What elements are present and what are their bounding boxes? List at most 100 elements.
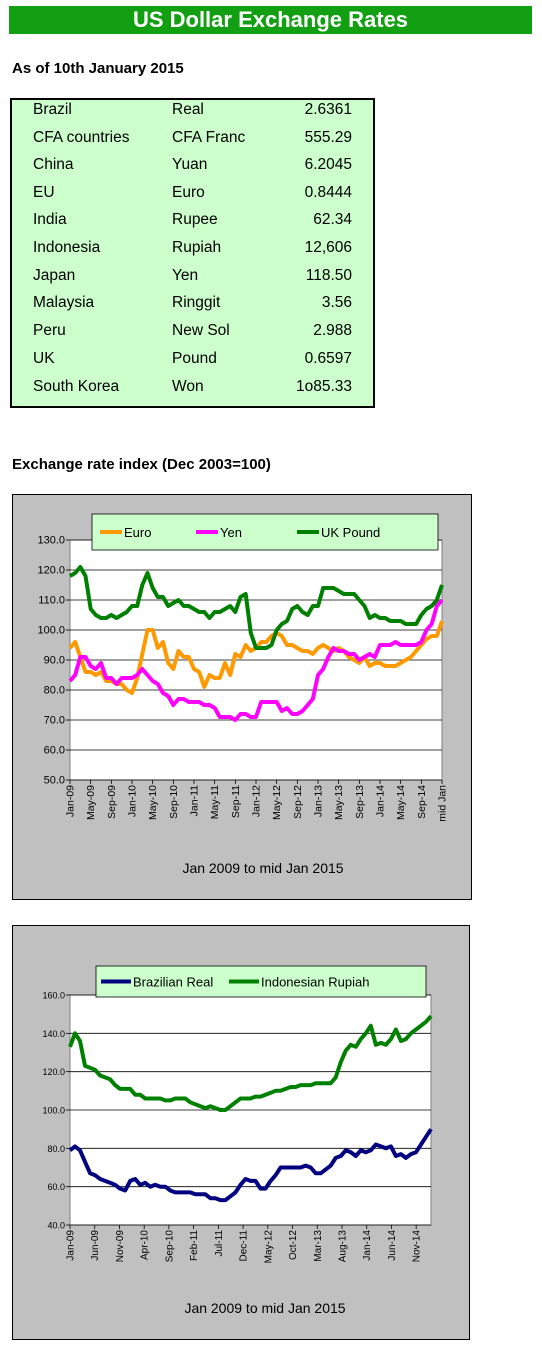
x-tick-label: Mar-13	[313, 1230, 324, 1262]
country-name: EU	[33, 184, 55, 201]
legend-label: Yen	[220, 525, 242, 540]
chart-panel-euro-yen-pound: 50.0 60.0 70.0 80.0 90.0 100.0 110.0 120.0 130.0…	[12, 494, 472, 900]
country-name: Japan	[33, 267, 76, 284]
x-tick-label: Jan-14	[375, 785, 387, 817]
y-tick-label: 140.0	[42, 1029, 65, 1039]
series-line-2	[69, 565, 444, 650]
x-tick-label: Jan-14	[362, 1230, 373, 1261]
x-tick-label: Sep-14	[416, 785, 428, 819]
currency-name: Rupiah	[172, 239, 222, 256]
x-tick-label: Sep-11	[230, 785, 242, 818]
chart-real-rupiah: 40.0 60.0 80.0 100.0 120.0 140.0 160.0 Jan-09 Ju…	[42, 965, 433, 1316]
y-tick-label: 120.0	[42, 1067, 65, 1077]
country-name: CFA countries	[33, 129, 130, 146]
rate-value: 118.50	[305, 267, 352, 284]
y-tick-label: 60.0	[47, 1182, 65, 1192]
rate-row: Malaysia Ringgit 3.56	[12, 294, 373, 321]
chart-panel-real-rupiah: 40.0 60.0 80.0 100.0 120.0 140.0 160.0 Jan-09 Ju…	[12, 925, 470, 1340]
legend-box	[95, 965, 427, 998]
rate-value: 6.2045	[304, 156, 352, 173]
y-tick-label: 50.0	[44, 775, 65, 787]
x-tick-label: Dec-11	[239, 1230, 250, 1262]
index-heading: Exchange rate index (Dec 2003=100)	[12, 456, 271, 473]
x-tick-label: Aug-13	[337, 1230, 348, 1263]
currency-name: Yen	[172, 267, 199, 284]
rate-value: 0.6597	[304, 350, 352, 367]
y-tick-label: 100.0	[37, 625, 65, 637]
rate-value: 3.56	[321, 294, 352, 311]
x-tick-label: Jan-11	[189, 785, 201, 816]
rate-row: South Korea Won 1o85.33	[12, 378, 373, 405]
x-tick-label: Jan-10	[127, 785, 139, 817]
chart-euro-yen-pound: 50.0 60.0 70.0 80.0 90.0 100.0 110.0 120.0 130.0…	[37, 513, 449, 876]
series-line-1	[68, 598, 444, 722]
x-tick-label: Apr-10	[140, 1230, 151, 1260]
x-tick-label: Jul-11	[214, 1230, 225, 1257]
series-line-1	[68, 1014, 433, 1112]
country-name: Malaysia	[33, 294, 95, 311]
currency-name: Pound	[172, 350, 217, 367]
rate-row: Indonesia Rupiah 12,606	[12, 239, 373, 266]
chart-caption: Jan 2009 to mid Jan 2015	[182, 860, 343, 876]
x-tick-label: May-14	[395, 785, 407, 820]
x-tick-label: May-11	[209, 785, 221, 819]
rate-row: Peru New Sol 2.988	[12, 322, 373, 349]
y-tick-label: 160.0	[42, 991, 65, 1001]
country-name: Brazil	[33, 101, 72, 118]
y-tick-label: 90.0	[44, 655, 65, 667]
page-title-banner: US Dollar Exchange Rates	[9, 6, 532, 34]
legend-box	[91, 513, 439, 551]
rate-row: CFA countries CFA Franc 555.29	[12, 129, 373, 156]
rate-value: 62.34	[313, 211, 352, 228]
currency-name: Euro	[172, 184, 205, 201]
currency-name: Won	[172, 378, 204, 395]
rate-row: EU Euro 0.8444	[12, 184, 373, 211]
legend-label: Indonesian Rupiah	[261, 975, 369, 990]
x-tick-label: Jan-09	[66, 1230, 77, 1261]
currency-name: Yuan	[172, 156, 208, 173]
y-tick-label: 120.0	[37, 565, 65, 577]
chart-caption: Jan 2009 to mid Jan 2015	[184, 1300, 345, 1316]
x-tick-label: Sep-10	[168, 785, 180, 819]
x-tick-label: Jan-09	[65, 785, 77, 817]
x-tick-label: Oct-12	[288, 1230, 299, 1260]
x-tick-label: May-12	[271, 785, 283, 820]
x-tick-label: May-12	[263, 1230, 274, 1264]
y-tick-label: 100.0	[42, 1106, 65, 1116]
x-tick-label: May-13	[333, 785, 345, 820]
rate-value: 2.6361	[304, 101, 352, 118]
y-tick-label: 130.0	[37, 535, 65, 547]
x-tick-label: Sep-09	[106, 785, 118, 819]
legend-label: UK Pound	[321, 525, 380, 540]
country-name: Peru	[33, 322, 66, 339]
country-name: India	[33, 211, 67, 228]
x-tick-label: Nov-09	[115, 1230, 126, 1263]
x-tick-label: Sep-12	[292, 785, 304, 819]
rate-row: Japan Yen 118.50	[12, 267, 373, 294]
currency-name: Real	[172, 101, 204, 118]
y-tick-label: 60.0	[44, 745, 65, 757]
x-tick-label: Jun-14	[387, 1230, 398, 1261]
y-tick-label: 110.0	[38, 595, 65, 607]
y-tick-label: 80.0	[47, 1144, 65, 1154]
x-tick-label: Feb-11	[189, 1230, 200, 1261]
x-tick-label: May-10	[147, 785, 159, 820]
x-tick-label: Jan-13	[313, 785, 325, 817]
rate-row: Brazil Real 2.6361	[12, 101, 373, 128]
legend-label: Euro	[124, 525, 151, 540]
rate-row: India Rupee 62.34	[12, 211, 373, 238]
currency-name: Rupee	[172, 211, 218, 228]
y-tick-label: 70.0	[44, 715, 65, 727]
currency-name: CFA Franc	[172, 129, 246, 146]
rate-value: 1o85.33	[295, 378, 352, 395]
exchange-rate-table: Brazil Real 2.6361 CFA countries CFA Franc 55…	[10, 98, 375, 408]
series-line-0	[68, 1128, 433, 1203]
x-tick-label: May-09	[85, 785, 97, 820]
country-name: UK	[33, 350, 55, 367]
y-tick-label: 80.0	[44, 685, 65, 697]
country-name: South Korea	[33, 378, 120, 395]
x-tick-label: Jun-09	[90, 1230, 101, 1261]
rate-value: 0.8444	[304, 184, 352, 201]
y-tick-label: 40.0	[47, 1221, 65, 1231]
rate-value: 2.988	[313, 322, 352, 339]
